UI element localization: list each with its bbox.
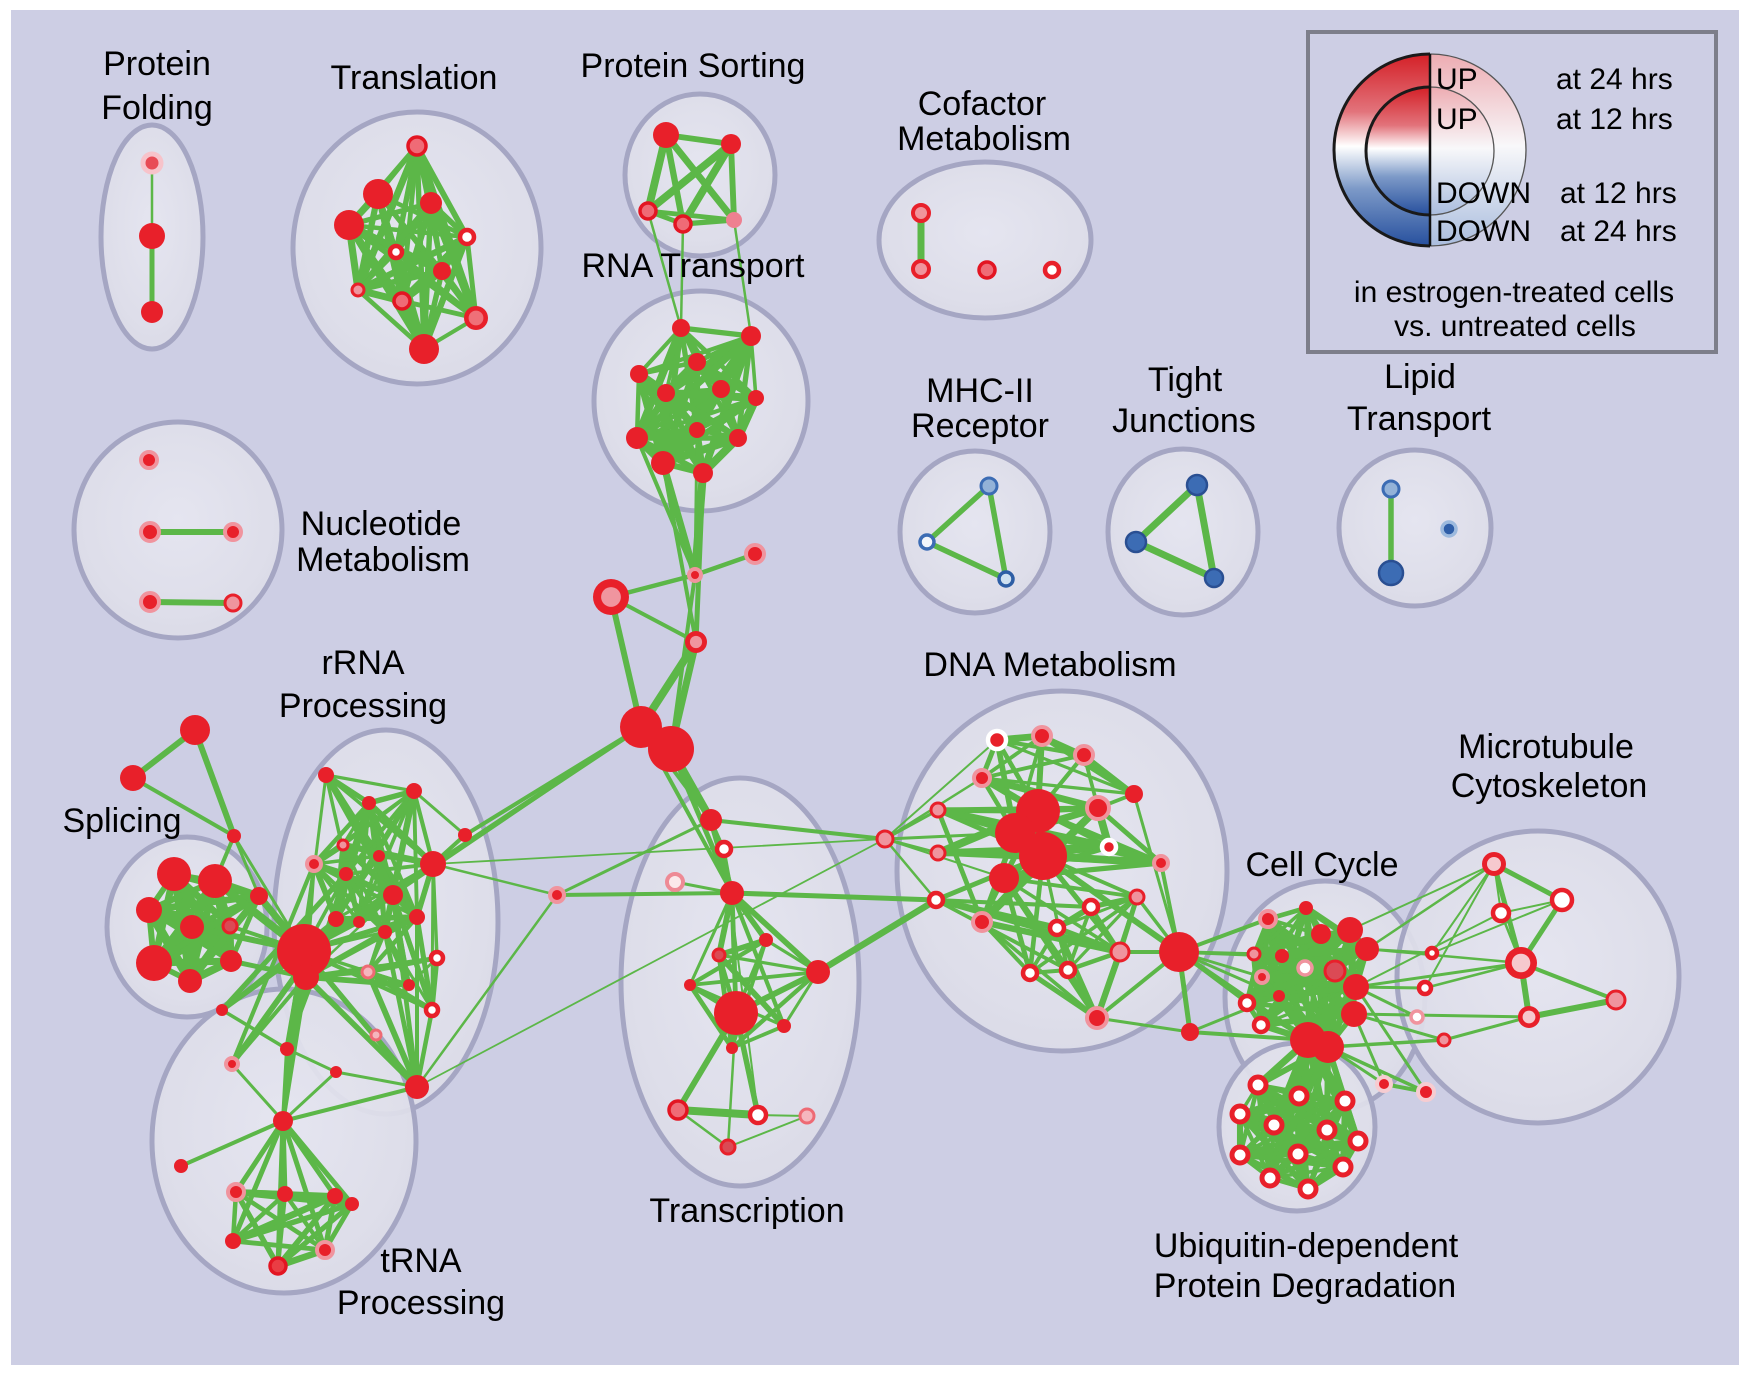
svg-text:Processing: Processing bbox=[337, 1284, 505, 1322]
svg-text:DOWN: DOWN bbox=[1436, 177, 1531, 210]
svg-text:Microtubule: Microtubule bbox=[1458, 728, 1634, 766]
svg-text:Cell Cycle: Cell Cycle bbox=[1245, 846, 1398, 884]
svg-text:Transcription: Transcription bbox=[649, 1192, 844, 1230]
svg-text:vs. untreated cells: vs. untreated cells bbox=[1394, 310, 1636, 343]
svg-text:UP: UP bbox=[1436, 63, 1478, 96]
svg-text:Junctions: Junctions bbox=[1112, 402, 1256, 440]
svg-text:Protein Sorting: Protein Sorting bbox=[581, 47, 806, 85]
svg-text:Cytoskeleton: Cytoskeleton bbox=[1451, 767, 1648, 805]
svg-text:tRNA: tRNA bbox=[380, 1242, 462, 1280]
svg-text:rRNA: rRNA bbox=[321, 644, 404, 682]
svg-text:UP: UP bbox=[1436, 103, 1478, 136]
svg-text:Cofactor: Cofactor bbox=[918, 85, 1047, 123]
svg-text:RNA Transport: RNA Transport bbox=[582, 247, 806, 285]
svg-text:Folding: Folding bbox=[101, 89, 213, 127]
svg-text:at 12 hrs: at 12 hrs bbox=[1556, 103, 1673, 136]
svg-text:Ubiquitin-dependent: Ubiquitin-dependent bbox=[1154, 1227, 1459, 1265]
svg-text:at 24 hrs: at 24 hrs bbox=[1560, 215, 1677, 248]
svg-text:at 24 hrs: at 24 hrs bbox=[1556, 63, 1673, 96]
svg-text:DOWN: DOWN bbox=[1436, 215, 1531, 248]
svg-text:at 12 hrs: at 12 hrs bbox=[1560, 177, 1677, 210]
svg-text:Processing: Processing bbox=[279, 687, 447, 725]
svg-text:Metabolism: Metabolism bbox=[897, 120, 1071, 158]
svg-text:Lipid: Lipid bbox=[1384, 358, 1456, 396]
svg-text:in estrogen-treated cells: in estrogen-treated cells bbox=[1354, 276, 1674, 309]
svg-text:DNA Metabolism: DNA Metabolism bbox=[923, 646, 1176, 684]
svg-text:Protein Degradation: Protein Degradation bbox=[1154, 1267, 1456, 1305]
svg-text:Protein: Protein bbox=[103, 45, 211, 83]
svg-text:Translation: Translation bbox=[331, 59, 498, 97]
svg-text:Metabolism: Metabolism bbox=[296, 541, 470, 579]
svg-text:MHC-II: MHC-II bbox=[926, 372, 1034, 410]
svg-text:Nucleotide: Nucleotide bbox=[301, 505, 462, 543]
svg-text:Splicing: Splicing bbox=[62, 802, 181, 840]
svg-text:Tight: Tight bbox=[1148, 361, 1223, 399]
svg-text:Receptor: Receptor bbox=[911, 407, 1049, 445]
svg-text:Transport: Transport bbox=[1347, 400, 1492, 438]
